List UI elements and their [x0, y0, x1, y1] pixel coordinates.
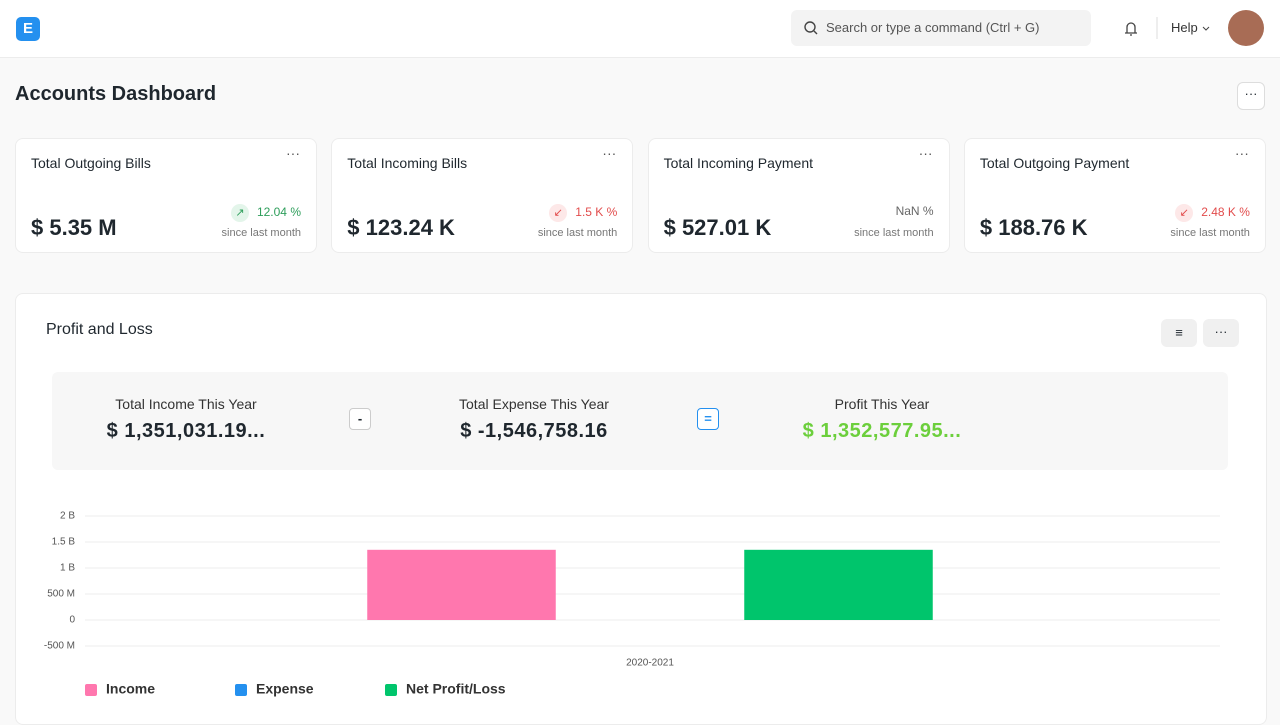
card-caption: since last month — [854, 227, 934, 239]
nav-icons — [804, 17, 1210, 39]
stat-card: Total Incoming Bills ··· $ 123.24 K ↙ 1.5 K … — [331, 138, 634, 253]
filter-button[interactable]: ≡ — [1161, 319, 1197, 347]
stat-card: Total Outgoing Bills ··· $ 5.35 M ↗ 12.04 % s… — [15, 138, 317, 253]
summary — [52, 372, 1228, 470]
summary-label: Total Income This Year — [115, 396, 257, 412]
card-title: Total Outgoing Payment — [979, 155, 1130, 171]
search-placeholder: Search or type a command (Ctrl + G) — [826, 20, 1040, 35]
avatar[interactable] — [1228, 10, 1264, 46]
y-tick-label: 2 B — [60, 511, 75, 522]
summary-item: Total Income This Year $ 1,351,031.19... — [36, 396, 336, 443]
card-title: Total Outgoing Bills — [31, 155, 151, 171]
trend-icon: ↙ — [1175, 204, 1194, 222]
search-bar[interactable]: Search or type a command (Ctrl + G) — [791, 10, 1091, 46]
card-change: ↗ 12.04 % — [230, 204, 301, 222]
logo[interactable]: E — [16, 17, 40, 41]
card-value: $ 527.01 K — [663, 215, 772, 240]
menu-button[interactable]: ··· — [1203, 319, 1239, 347]
change-text: 2.48 K % — [1201, 205, 1250, 219]
card-menu[interactable]: ··· — [918, 145, 933, 161]
navbar: E Search or type a command (Ctrl + G) He… — [0, 0, 1280, 58]
y-tick-label: 1 B — [60, 563, 75, 574]
section-title: Profit and Loss — [46, 321, 153, 338]
card-menu[interactable]: ··· — [286, 145, 300, 161]
legend-swatch — [85, 684, 97, 696]
summary-item: Total Expense This Year $ -1,546,758.16 — [384, 396, 684, 443]
card-title: Total Incoming Bills — [347, 155, 468, 171]
bar — [367, 549, 556, 620]
legend-label: Income — [106, 681, 155, 697]
card-menu[interactable]: ··· — [1234, 145, 1249, 161]
legend-label: Net Profit/Loss — [406, 681, 506, 697]
card-change: NaN % — [896, 204, 934, 218]
card-caption: since last month — [1170, 227, 1250, 239]
change-text: 12.04 % — [256, 205, 301, 219]
card-title: Total Incoming Payment — [663, 155, 813, 171]
page-title: Accounts Dashboard — [15, 83, 217, 105]
summary-item: Profit This Year $ 1,352,577.95... — [732, 396, 1032, 443]
legend-swatch — [235, 684, 247, 696]
summary-label: Total Expense This Year — [459, 396, 609, 412]
y-tick-label: 500 M — [47, 589, 75, 600]
card-caption: since last month — [537, 227, 618, 239]
legend-swatch — [385, 684, 397, 696]
change-text: NaN % — [895, 204, 934, 218]
operator: = — [697, 408, 719, 430]
card-value: $ 188.76 K — [979, 215, 1088, 240]
profit-loss-card: Profit and Loss ≡ ··· — [15, 293, 1267, 725]
legend-label: Expense — [256, 681, 314, 697]
card-menu[interactable]: ··· — [602, 145, 617, 161]
card-caption: since last month — [221, 227, 301, 239]
summary-value: $ 1,351,031.19... — [106, 420, 266, 442]
x-tick-label: 2020-2021 — [626, 658, 674, 669]
y-tick-label: 0 — [69, 615, 75, 626]
card-change: ↙ 1.5 K % — [549, 204, 617, 222]
stat-card: Total Incoming Payment ··· $ 527.01 K NaN %… — [647, 138, 950, 253]
card-value: $ 123.24 K — [347, 215, 455, 240]
y-tick-label: -500 M — [44, 641, 75, 652]
stat-card: Total Outgoing Payment ··· $ 188.76 K ↙ 2.48… — [963, 138, 1266, 253]
trend-icon: ↗ — [230, 204, 249, 222]
card-value: $ 5.35 M — [31, 215, 117, 240]
y-tick-label: 1.5 B — [52, 537, 76, 548]
page-menu[interactable]: ··· — [1237, 82, 1265, 110]
change-text: 1.5 K % — [575, 205, 618, 219]
summary-value: $ -1,546,758.16 — [460, 420, 608, 442]
trend-icon: ↙ — [549, 204, 568, 222]
summary-value: $ 1,352,577.95... — [802, 420, 962, 442]
operator: - — [349, 408, 371, 430]
bar — [744, 549, 933, 620]
card-change: ↙ 2.48 K % — [1175, 204, 1250, 222]
help-menu[interactable]: Help — [1171, 20, 1198, 35]
summary-label: Profit This Year — [834, 396, 930, 412]
